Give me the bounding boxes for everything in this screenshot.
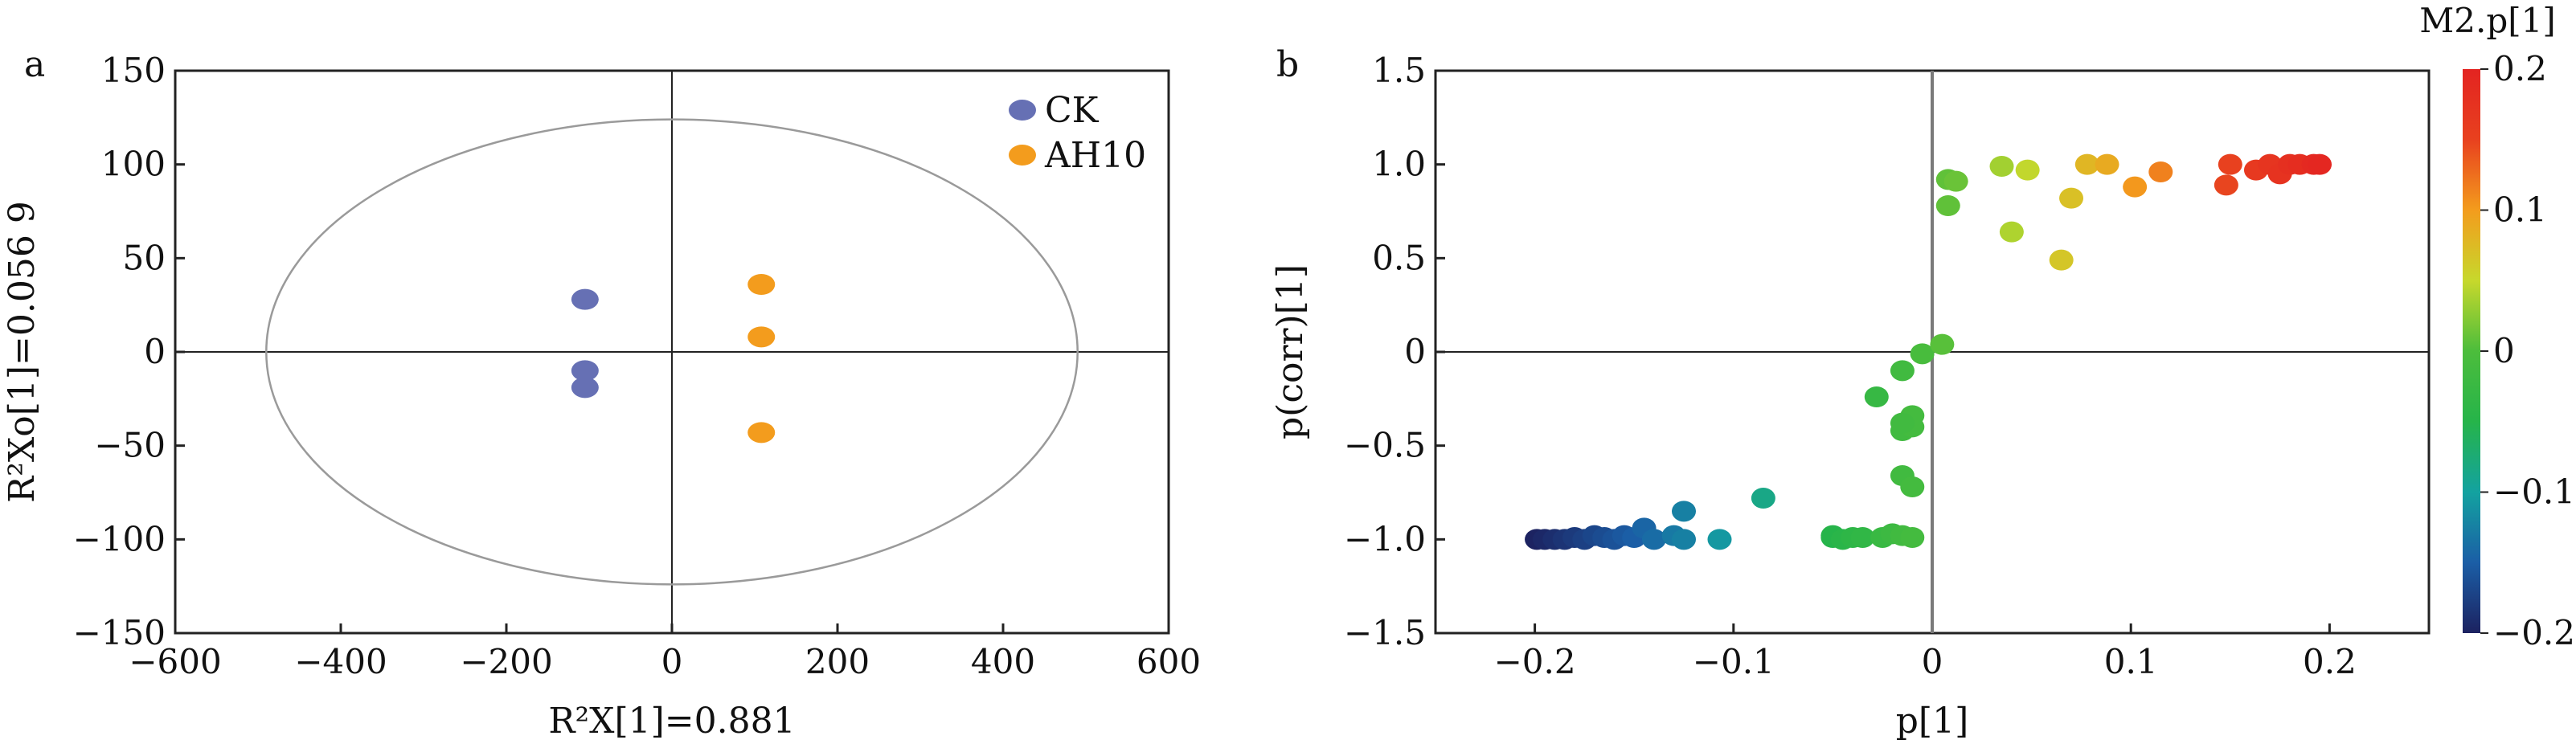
loading-point <box>1930 333 1955 355</box>
y-tick-label: −0.5 <box>1344 426 1426 465</box>
panel-a-points <box>571 274 776 443</box>
legend-marker-ah10 <box>1009 145 1036 166</box>
point-ck <box>571 360 599 382</box>
loading-point <box>2218 153 2242 175</box>
loading-point <box>1999 221 2024 243</box>
loading-point <box>2308 153 2332 175</box>
point-ah10 <box>747 422 776 443</box>
panel-a-confidence-ellipse <box>265 118 1079 586</box>
x-tick-label: 200 <box>805 642 870 681</box>
loading-point <box>2059 187 2084 209</box>
loading-point <box>1850 527 1875 548</box>
loading-point <box>1890 360 1915 382</box>
panel-a-y-axis-label: R²Xo[1]=0.056 9 <box>2 201 43 503</box>
x-tick-label: 0 <box>1922 642 1943 681</box>
x-tick-label: −400 <box>294 642 387 681</box>
colorbar-tick-label: −0.1 <box>2493 472 2575 512</box>
point-ah10 <box>747 326 776 348</box>
y-tick-label: −150 <box>73 613 166 652</box>
y-tick-label: −100 <box>73 519 166 558</box>
panel-b-label: b <box>1276 44 1299 85</box>
loading-point <box>1890 412 1915 434</box>
loading-point <box>1935 195 1960 216</box>
loading-point <box>1910 343 1935 365</box>
colorbar-tick-label: 0.2 <box>2493 49 2547 88</box>
loading-point <box>1707 529 1732 550</box>
panel-b: b −0.2 −0.1 0 0.1 0.2−1.5−1.0−0.500.51.01.5 … <box>1270 1 2575 742</box>
loading-point <box>2214 174 2238 196</box>
loading-point <box>1864 386 1889 407</box>
colorbar-tick-label: −0.2 <box>2493 613 2575 652</box>
loading-point <box>2148 161 2173 182</box>
y-tick-label: 0 <box>1404 332 1426 371</box>
y-tick-label: 0 <box>144 332 166 371</box>
point-ck <box>571 288 599 310</box>
legend-label-ck: CK <box>1045 90 1100 131</box>
loading-point <box>2049 249 2074 271</box>
y-tick-label: −1.5 <box>1344 613 1426 652</box>
y-tick-label: −50 <box>94 426 166 465</box>
x-tick-label: −0.1 <box>1693 642 1775 681</box>
panel-b-y-axis-label: p(corr)[1] <box>1270 264 1311 439</box>
point-ck <box>571 377 599 399</box>
x-tick-label: −600 <box>129 642 221 681</box>
y-tick-label: 1.0 <box>1372 145 1426 184</box>
x-tick-label: 400 <box>971 642 1035 681</box>
colorbar-tick-label: 0.1 <box>2493 190 2547 230</box>
loading-point <box>1672 529 1696 550</box>
y-tick-label: 150 <box>101 51 166 90</box>
loading-point <box>2074 153 2099 175</box>
x-tick-label: 600 <box>1136 642 1201 681</box>
x-tick-label: 0 <box>661 642 683 681</box>
panel-b-x-axis-label: p[1] <box>1896 701 1969 742</box>
loading-point <box>1751 488 1775 509</box>
panel-b-points <box>1525 153 2332 550</box>
panel-a-x-axis-label: R²X[1]=0.881 <box>548 701 795 742</box>
colorbar-title: M2.p[1] <box>2419 1 2555 40</box>
y-tick-label: 100 <box>101 145 166 184</box>
loading-point <box>2123 176 2148 198</box>
point-ah10 <box>747 274 776 295</box>
panel-a-ticks: −600 −400 −200 0 200 400 600 −150 −100 −50 0 50 100 1… <box>73 51 1201 681</box>
loading-point <box>1900 527 1925 548</box>
colorbar <box>2463 69 2480 633</box>
legend-label-ah10: AH10 <box>1044 135 1146 176</box>
panel-a: a −600 −400 −200 0 200 400 600 −150 −100 −50 0 50 10… <box>2 44 1201 742</box>
loading-point <box>1943 170 1968 192</box>
panel-b-ticks: −0.2 −0.1 0 0.1 0.2 −1.5 −1.0 −0.5 0 0.5 1.0 1.5 <box>1344 51 2357 681</box>
panel-a-zero-lines <box>175 71 1169 633</box>
x-tick-label: −200 <box>460 642 552 681</box>
colorbar-tick-label: 0 <box>2493 331 2515 370</box>
colorbar-ticks: 0.2 0.1 0 −0.1 −0.2 <box>2480 49 2575 652</box>
loading-point <box>2015 159 2040 181</box>
loading-point <box>1989 156 2014 177</box>
loading-point <box>1641 529 1666 550</box>
loading-point <box>2095 153 2119 175</box>
legend-marker-ck <box>1009 100 1036 121</box>
y-tick-label: 0.5 <box>1372 238 1426 277</box>
y-tick-label: −1.0 <box>1344 519 1426 558</box>
x-tick-label: −0.2 <box>1494 642 1576 681</box>
y-tick-label: 1.5 <box>1372 51 1426 90</box>
x-tick-label: 0.1 <box>2104 642 2158 681</box>
y-tick-label: 50 <box>123 238 166 277</box>
panel-a-label: a <box>24 44 45 85</box>
x-tick-label: 0.2 <box>2303 642 2357 681</box>
loading-point <box>1672 501 1696 522</box>
loading-point <box>1900 476 1925 497</box>
